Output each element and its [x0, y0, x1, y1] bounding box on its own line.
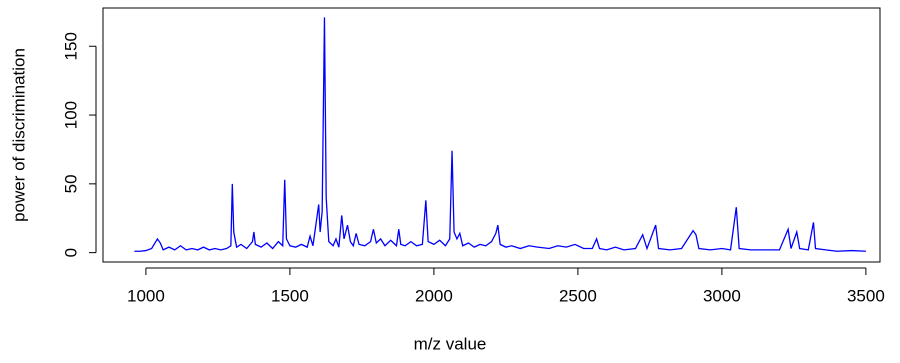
y-axis-label: power of discrimination [9, 48, 28, 222]
x-tick-label: 2500 [559, 286, 597, 305]
y-tick-label: 150 [61, 32, 80, 60]
x-tick-label: 1000 [127, 286, 165, 305]
x-tick-label: 3500 [847, 286, 885, 305]
y-tick-label: 50 [61, 174, 80, 193]
x-tick-label: 3000 [703, 286, 741, 305]
y-tick-label: 100 [61, 101, 80, 129]
data-line [134, 17, 866, 252]
plot-box [102, 7, 881, 263]
x-axis-label: m/z value [414, 334, 487, 353]
y-tick-label: 0 [61, 248, 80, 257]
x-tick-label: 1500 [271, 286, 309, 305]
x-tick-label: 2000 [415, 286, 453, 305]
